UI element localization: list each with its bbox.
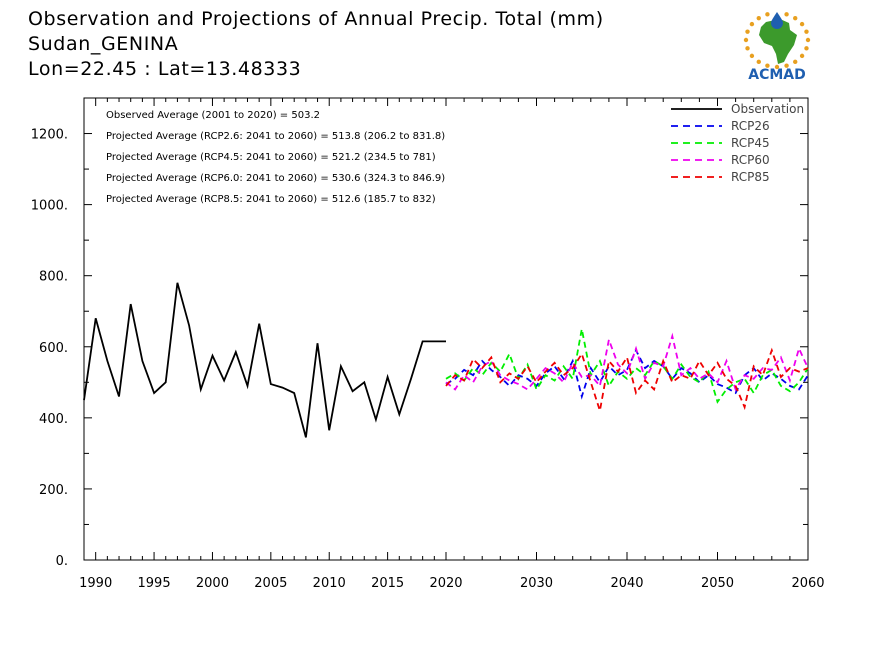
logo-sun-ray [756,15,761,21]
logo-sun-ray [799,53,805,59]
stat-line: Projected Average (RCP4.5: 2041 to 2060)… [106,152,436,163]
series-line-rcp26 [445,348,809,400]
acmad-logo-text: ACMAD [748,67,806,82]
logo-sun-ray [804,29,809,34]
logo-sun-ray [805,37,811,43]
logo-sun-ray [765,63,770,68]
legend-label: RCP26 [731,119,770,133]
x-tick-label: 2030 [520,576,553,591]
x-tick-label: 2020 [429,576,462,591]
logo-sun-ray [784,63,789,68]
legend-label: Observation [731,102,804,116]
logo-sun-ray [743,37,749,43]
y-tick-label: 0. [56,554,68,569]
x-tick-label: 1995 [138,576,171,591]
logo-sun-ray [749,53,755,59]
y-tick-label: 200. [39,483,68,498]
plot-frame [83,97,809,561]
y-tick-label: 600. [39,341,68,356]
logo-sun-ray [756,59,761,65]
stat-line: Observed Average (2001 to 2020) = 503.2 [106,110,320,121]
logo-sun-ray [745,46,750,51]
x-tick-label: 2005 [254,576,287,591]
x-tick-label: 2040 [610,576,643,591]
logo-sun-ray [784,12,789,17]
y-tick-label: 1200. [31,128,68,143]
logo-sun-ray [765,12,770,17]
x-tick-label: 2000 [196,576,229,591]
y-tick-label: 800. [39,270,68,285]
stat-line: Projected Average (RCP2.6: 2041 to 2060)… [106,131,445,142]
logo-sun-ray [804,46,809,51]
stat-line: Projected Average (RCP6.0: 2041 to 2060)… [106,173,445,184]
legend-label: RCP45 [731,136,770,150]
logo-sun-ray [745,29,750,34]
logo-sun-ray [749,21,755,27]
chart-title: Observation and Projections of Annual Pr… [28,8,604,30]
series-line-rcp45 [445,328,809,404]
legend-label: RCP60 [731,153,770,167]
y-tick-label: 400. [39,412,68,427]
y-tick-label: 1000. [31,199,68,214]
x-tick-label: 2050 [701,576,734,591]
station-coordinates: Lon=22.45 : Lat=13.48333 [28,58,302,80]
series-line-rcp60 [445,332,809,392]
x-tick-label: 2015 [371,576,404,591]
series-line-observation [83,282,446,438]
logo-sun-ray [774,64,780,70]
logo-sun-ray [793,59,798,65]
station-name: Sudan_GENINA [28,33,179,55]
x-tick-label: 1990 [79,576,112,591]
stat-line: Projected Average (RCP8.5: 2041 to 2060)… [106,194,436,205]
logo-sun-ray [793,15,798,21]
x-tick-label: 2010 [313,576,346,591]
legend-label: RCP85 [731,170,770,184]
series-line-rcp85 [445,347,809,411]
acmad-logo: ACMAD [736,6,818,83]
x-tick-label: 2060 [791,576,824,591]
logo-sun-ray [799,21,805,27]
